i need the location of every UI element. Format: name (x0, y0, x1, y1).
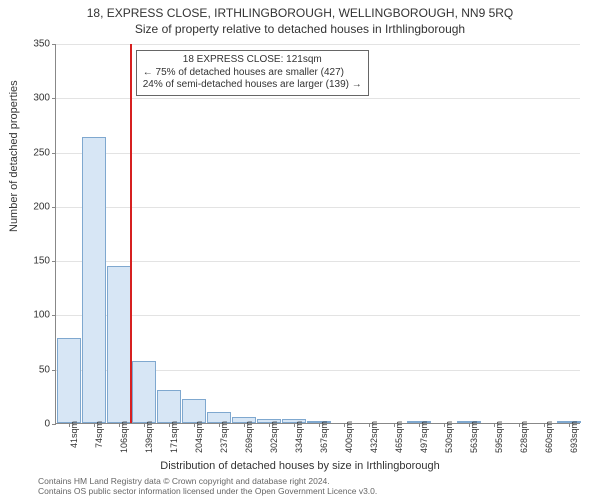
histogram-bar (107, 266, 131, 423)
histogram-bar (182, 399, 206, 423)
reference-line (130, 44, 132, 423)
gridline (56, 261, 580, 262)
gridline (56, 315, 580, 316)
y-tick-label: 150 (20, 256, 50, 267)
chart-plot-area: 05010015020025030035041sqm74sqm106sqm139… (55, 44, 580, 424)
x-tick-label: 367sqm (319, 421, 329, 453)
x-tick-label: 595sqm (494, 421, 504, 453)
histogram-bar (157, 390, 181, 423)
y-tick-mark (52, 315, 56, 316)
x-tick-label: 660sqm (544, 421, 554, 453)
footer-attribution: Contains HM Land Registry data © Crown c… (38, 476, 377, 496)
y-tick-label: 0 (20, 419, 50, 430)
y-tick-mark (52, 98, 56, 99)
x-tick-label: 465sqm (394, 421, 404, 453)
x-tick-label: 204sqm (194, 421, 204, 453)
x-tick-label: 237sqm (219, 421, 229, 453)
x-tick-label: 563sqm (469, 421, 479, 453)
x-tick-label: 106sqm (119, 421, 129, 453)
y-tick-label: 200 (20, 201, 50, 212)
x-tick-label: 693sqm (569, 421, 579, 453)
x-tick-label: 432sqm (369, 421, 379, 453)
y-tick-label: 100 (20, 310, 50, 321)
annotation-line: ← 75% of detached houses are smaller (42… (143, 67, 362, 80)
gridline (56, 98, 580, 99)
chart-address-title: 18, EXPRESS CLOSE, IRTHLINGBOROUGH, WELL… (0, 0, 600, 20)
x-tick-label: 530sqm (444, 421, 454, 453)
footer-line-1: Contains HM Land Registry data © Crown c… (38, 476, 377, 486)
y-tick-mark (52, 44, 56, 45)
y-tick-label: 350 (20, 39, 50, 50)
x-tick-label: 400sqm (344, 421, 354, 453)
footer-line-2: Contains OS public sector information li… (38, 486, 377, 496)
x-tick-label: 269sqm (244, 421, 254, 453)
y-tick-mark (52, 153, 56, 154)
gridline (56, 153, 580, 154)
histogram-bar (132, 361, 156, 423)
annotation-line: 18 EXPRESS CLOSE: 121sqm (143, 54, 362, 67)
gridline (56, 44, 580, 45)
y-tick-mark (52, 424, 56, 425)
annotation-box: 18 EXPRESS CLOSE: 121sqm← 75% of detache… (136, 50, 369, 96)
x-tick-label: 497sqm (419, 421, 429, 453)
histogram-bar (57, 338, 81, 423)
y-tick-label: 50 (20, 364, 50, 375)
chart-subtitle: Size of property relative to detached ho… (0, 20, 600, 36)
x-axis-label: Distribution of detached houses by size … (0, 460, 600, 472)
y-tick-label: 300 (20, 93, 50, 104)
y-tick-label: 250 (20, 147, 50, 158)
histogram-bar (82, 137, 106, 423)
y-axis-label: Number of detached properties (8, 80, 20, 232)
x-tick-label: 302sqm (269, 421, 279, 453)
x-tick-label: 41sqm (69, 421, 79, 448)
gridline (56, 207, 580, 208)
x-tick-label: 334sqm (294, 421, 304, 453)
y-tick-mark (52, 207, 56, 208)
x-tick-label: 139sqm (144, 421, 154, 453)
y-tick-mark (52, 261, 56, 262)
x-tick-label: 171sqm (169, 421, 179, 453)
y-tick-mark (52, 370, 56, 371)
annotation-line: 24% of semi-detached houses are larger (… (143, 79, 362, 92)
x-tick-label: 628sqm (519, 421, 529, 453)
x-tick-label: 74sqm (94, 421, 104, 448)
